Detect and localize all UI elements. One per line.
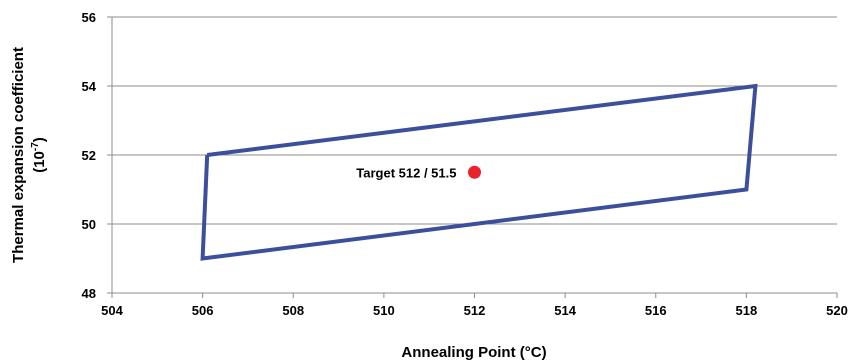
y-tick-label-48: 48 — [82, 286, 96, 301]
target-label: Target 512 / 51.5 — [356, 165, 456, 180]
tick-labels: 504 506 508 510 512 514 516 518 520 48 50 52 54 56 — [82, 10, 848, 318]
annotation-layer: Target 512 / 51.5 — [356, 165, 481, 180]
y-axis-title-line1: Thermal expansion coefficient — [10, 47, 27, 263]
x-tick-label-504: 504 — [101, 303, 123, 318]
x-tick-label-518: 518 — [736, 303, 758, 318]
y-axis-title-close: ) — [31, 137, 48, 142]
y-tick-label-50: 50 — [82, 217, 96, 232]
y-tick-label-56: 56 — [82, 10, 96, 25]
target-point — [468, 165, 481, 179]
y-tick-label-52: 52 — [82, 148, 96, 163]
axis-layer — [107, 16, 838, 298]
y-axis-title-base: (10 — [31, 151, 48, 173]
x-tick-label-520: 520 — [826, 303, 848, 318]
x-tick-label-512: 512 — [464, 303, 486, 318]
x-axis-title: Annealing Point (°C) — [401, 344, 546, 361]
series-line-0 — [200, 83, 758, 261]
x-tick-label-510: 510 — [373, 303, 395, 318]
x-tick-label-508: 508 — [282, 303, 304, 318]
series-layer — [200, 83, 758, 261]
y-tick-label-54: 54 — [82, 79, 97, 94]
x-tick-label-506: 506 — [192, 303, 214, 318]
x-tick-label-516: 516 — [645, 303, 667, 318]
y-axis-title-exponent: -7 — [30, 142, 41, 151]
y-axis-title-line2: (10-7) — [30, 137, 48, 173]
x-tick-label-514: 514 — [554, 303, 576, 318]
